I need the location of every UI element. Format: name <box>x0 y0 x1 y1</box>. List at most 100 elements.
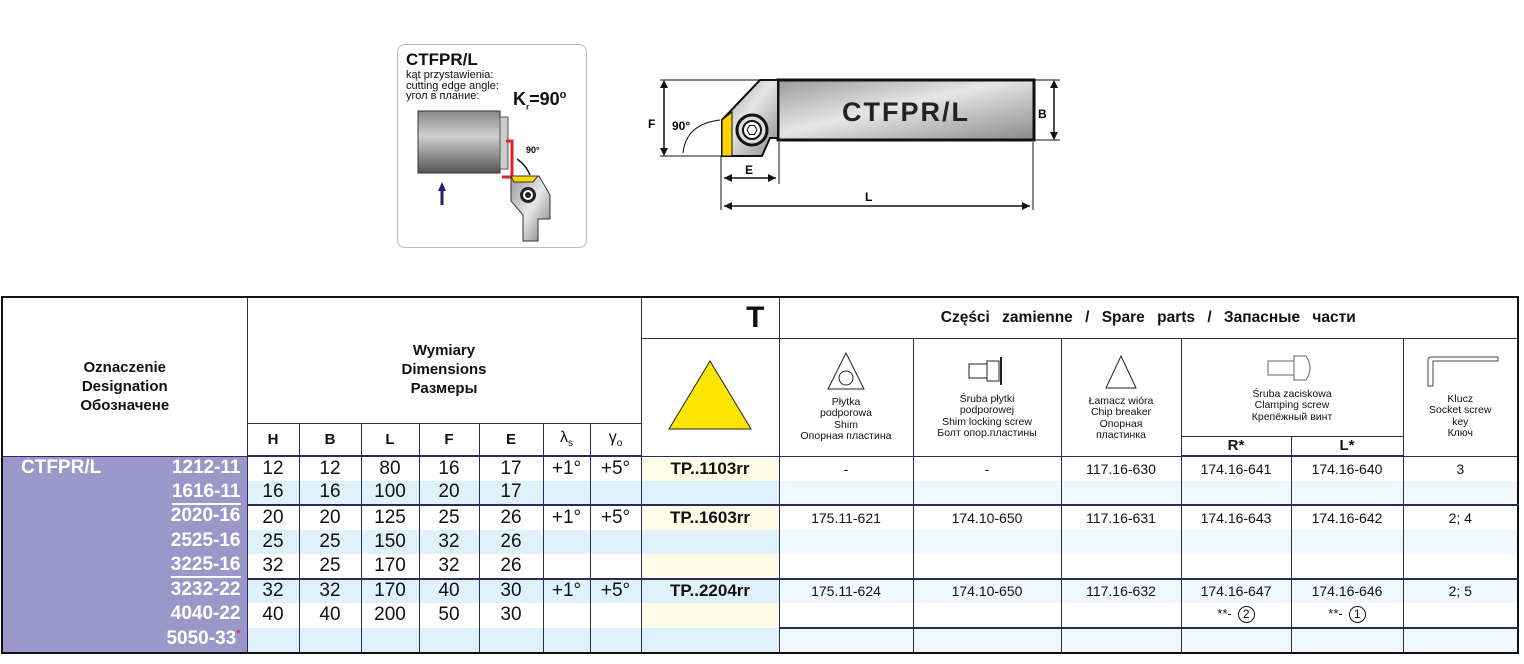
chip-breaker-header: Łamacz wióra Chip breaker Опорная пластинка <box>1060 337 1182 457</box>
designation-cell: 5050-33* <box>1 627 248 653</box>
dim-header-gamma-o: γo <box>589 422 642 457</box>
dim-h-cell: 12 <box>246 456 300 481</box>
designation-cell: 4040-22 <box>1 603 248 628</box>
shim-screw-cell: 174.10-650 <box>912 505 1062 530</box>
dim-ls-cell <box>542 627 591 653</box>
dim-go-cell <box>589 603 642 628</box>
key-header: Klucz Socket screw key Ключ <box>1402 337 1519 457</box>
dim-f-cell: 50 <box>418 603 480 628</box>
shim-screw-icon <box>968 357 1002 386</box>
svg-text:B: B <box>1038 107 1047 121</box>
dim-header-b: B <box>298 422 362 457</box>
chip-cell <box>1060 603 1182 629</box>
shim-cell <box>778 480 914 506</box>
designation-cell: 2525-16 <box>1 529 248 554</box>
R-cell: **- 2 <box>1180 603 1292 629</box>
insert-cell: TP..2204rr <box>640 578 780 603</box>
dim-e-cell <box>478 627 544 653</box>
table-row: 2020-16 20 20 125 25 26 +1° +5° TP..1603rr 175.11… <box>1 505 1519 530</box>
chip-cell: 117.16-632 <box>1060 578 1182 603</box>
R-cell <box>1180 480 1292 506</box>
kr-value: Kr=90o <box>513 89 567 112</box>
shim-screw-cell <box>912 627 1062 653</box>
Lc-cell <box>1290 554 1404 580</box>
dim-header-e: E <box>478 422 544 457</box>
dim-f-cell: 32 <box>418 529 480 554</box>
card-labels: kąt przystawienia: cutting edge angle: у… <box>406 69 499 102</box>
insert-cell <box>640 529 780 554</box>
note-number-circle: 2 <box>1237 606 1255 624</box>
table-row: 2525-16 25 25 150 32 26 <box>1 529 1519 554</box>
dim-b-cell: 12 <box>298 456 362 481</box>
key-cell <box>1402 603 1519 629</box>
table-row: 5050-33* <box>1 627 1519 653</box>
designation-cell: 1616-11 <box>1 480 248 505</box>
dim-h-cell: 40 <box>246 603 300 628</box>
dim-go-cell <box>589 529 642 554</box>
Lc-cell: 174.16-640 <box>1290 456 1404 481</box>
chip-cell <box>1060 627 1182 653</box>
dim-e-cell: 30 <box>478 603 544 628</box>
chip-cell <box>1060 529 1182 554</box>
dim-b-cell: 16 <box>298 480 362 506</box>
shim-icon <box>827 352 865 390</box>
shim-screw-header: Śruba płytki podporowej Shim locking screw… <box>912 337 1062 457</box>
dim-h-cell: 16 <box>246 480 300 506</box>
dim-f-cell: 32 <box>418 554 480 580</box>
dim-go-cell: +5° <box>589 578 642 603</box>
Lc-cell: 174.16-642 <box>1290 505 1404 530</box>
dim-b-cell: 25 <box>298 529 362 554</box>
shim-screw-cell <box>912 554 1062 580</box>
svg-text:90°: 90° <box>526 145 540 155</box>
clamping-screw-header: Śruba zaciskowa Clamping screw Крепёжный в… <box>1180 337 1404 437</box>
key-cell: 2; 5 <box>1402 578 1519 603</box>
dim-e-cell: 26 <box>478 529 544 554</box>
table-row: 4040-22 40 40 200 50 30 **- 2 **- 1 <box>1 603 1519 629</box>
shim-cell <box>778 529 914 554</box>
cutting-angle-card: 90° CTFPR/L kąt przystawienia: cutting e… <box>397 44 587 248</box>
dim-go-cell: +5° <box>589 456 642 481</box>
dim-go-cell <box>589 627 642 653</box>
dim-f-cell: 40 <box>418 578 480 603</box>
designation-header: Oznaczenie Designation Обозначене <box>1 296 248 457</box>
shim-header: Płytka podporowa Shim Опорная пластина <box>778 337 914 457</box>
insert-cell: TP..1103rr <box>640 456 780 481</box>
Lc-cell <box>1290 627 1404 653</box>
chip-breaker-icon <box>1105 355 1137 389</box>
table-row: 3225-16 32 25 170 32 26 <box>1 554 1519 580</box>
R-cell: 174.16-643 <box>1180 505 1292 530</box>
designation-cell: 3225-16 <box>1 554 248 579</box>
table-row: 3232-22 32 32 170 40 30 +1° +5° TP..2204rr 175.11… <box>1 578 1519 603</box>
dim-ls-cell <box>542 529 591 554</box>
dim-l-cell: 125 <box>360 505 420 530</box>
R-cell: 174.16-647 <box>1180 578 1292 603</box>
dim-header-h: H <box>246 422 300 457</box>
dim-h-cell: 25 <box>246 529 300 554</box>
key-cell: 2; 4 <box>1402 505 1519 530</box>
R-cell <box>1180 529 1292 554</box>
dim-l-cell: 150 <box>360 529 420 554</box>
key-cell <box>1402 529 1519 554</box>
shim-screw-cell <box>912 480 1062 506</box>
dim-f-cell: 20 <box>418 480 480 506</box>
insert-cell: TP..1603rr <box>640 505 780 530</box>
shim-cell: - <box>778 456 914 481</box>
key-cell <box>1402 554 1519 580</box>
dim-e-cell: 26 <box>478 505 544 530</box>
dim-ls-cell: +1° <box>542 578 591 603</box>
dim-header-f: F <box>418 422 480 457</box>
dim-ls-cell <box>542 480 591 506</box>
dim-ls-cell: +1° <box>542 505 591 530</box>
dim-e-cell: 17 <box>478 456 544 481</box>
clamp-l-header: L* <box>1290 435 1404 457</box>
tool-label: CTFPR/L <box>842 97 970 127</box>
designation-cell: CTFPR/L 1212-11 <box>1 456 248 481</box>
insert-cell <box>640 554 780 580</box>
svg-text:E: E <box>745 163 753 177</box>
Lc-cell <box>1290 480 1404 506</box>
dim-b-cell: 40 <box>298 603 362 628</box>
key-cell <box>1402 480 1519 506</box>
dim-e-cell: 26 <box>478 554 544 580</box>
clamping-screw-icon <box>1267 355 1311 381</box>
dim-header-lambda-s: λs <box>542 422 591 457</box>
